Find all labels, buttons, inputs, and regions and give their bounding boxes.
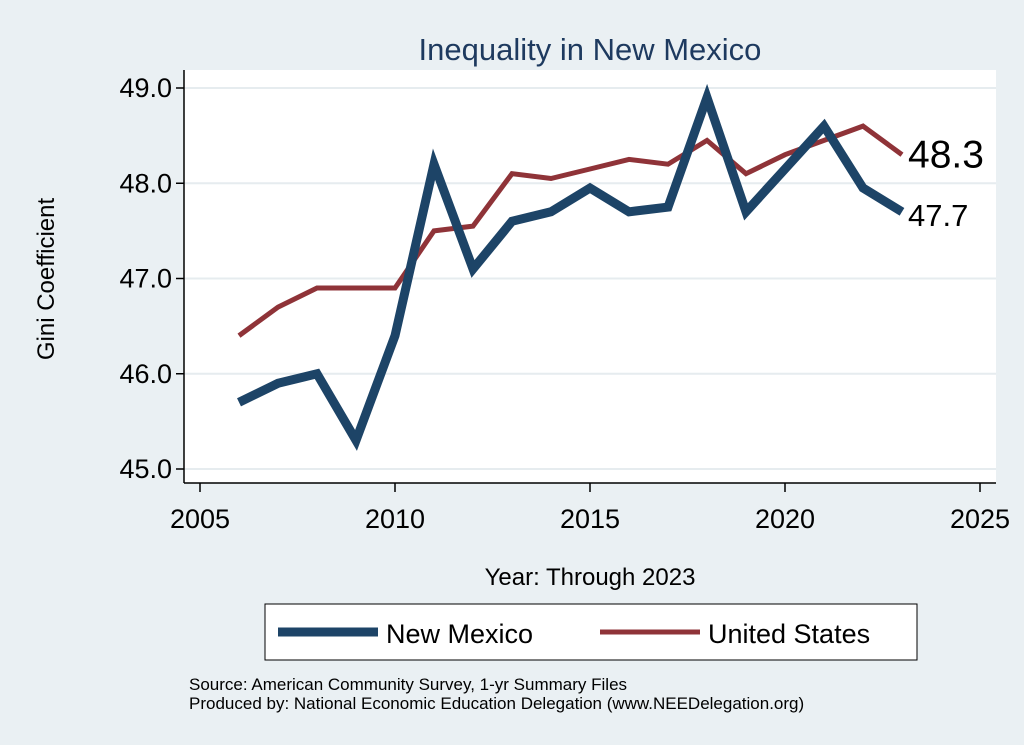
series-lines [237,83,905,451]
series-line-united-states [237,123,904,338]
y-tick-label: 46.0 [119,359,172,389]
y-tick-label: 48.0 [119,168,172,198]
y-tick-label: 47.0 [119,264,172,294]
x-tick-label: 2015 [560,504,620,534]
y-tick-label: 49.0 [119,73,172,103]
axes: 45.0 46.0 47.0 48.0 49.0 2005 2010 2015 2020 2025 [119,70,1010,534]
producer-note: Produced by: National Economic Education… [189,694,804,713]
end-label-new-mexico: 47.7 [908,198,968,233]
series-line-new-mexico [237,83,905,451]
plot-area [184,70,996,483]
x-tick-label: 2005 [170,504,230,534]
source-note: Source: American Community Survey, 1-yr … [189,675,627,694]
x-tick-label: 2020 [755,504,815,534]
y-axis-title: Gini Coefficient [33,198,60,361]
x-axis-title: Year: Through 2023 [485,564,696,591]
legend-label-new-mexico: New Mexico [386,619,533,649]
chart-title: Inequality in New Mexico [419,32,762,67]
y-tick-label: 45.0 [119,454,172,484]
legend: New Mexico United States [264,603,918,661]
x-tick-label: 2010 [365,504,425,534]
legend-label-united-states: United States [708,619,870,649]
x-tick-label: 2025 [950,504,1010,534]
end-labels: 47.7 48.3 [908,134,984,233]
end-label-united-states: 48.3 [908,134,984,177]
